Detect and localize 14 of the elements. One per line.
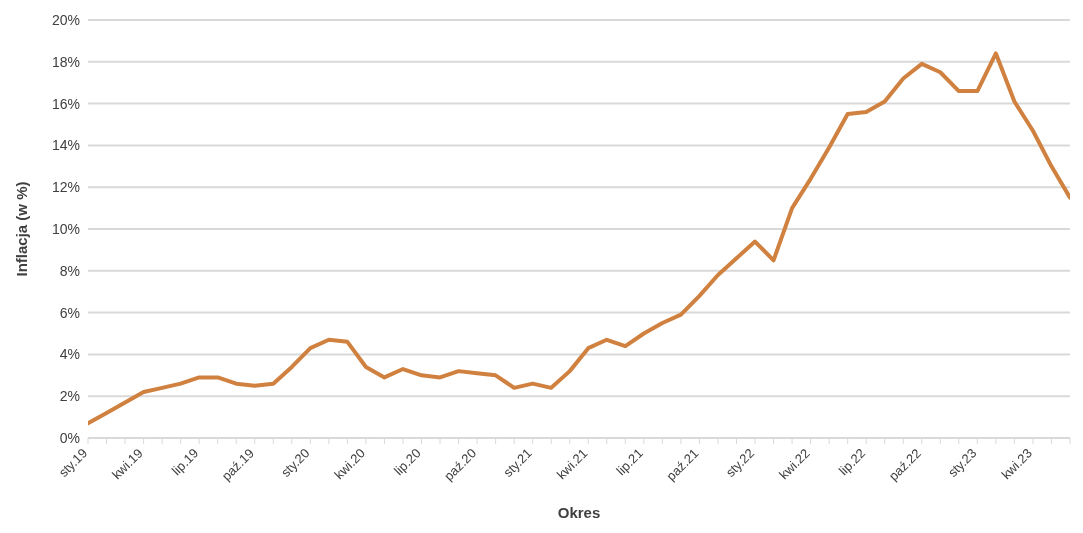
y-axis-title: Inflacja (w %) [13,181,31,277]
y-tick-label: 0% [59,429,80,446]
x-axis-title: Okres [557,504,601,521]
y-tick-label: 8% [59,262,80,279]
y-tick-label: 12% [51,179,80,196]
line-series [88,51,1070,426]
y-tick-label: 18% [51,53,80,70]
y-tick-label: 16% [51,95,80,112]
y-tick-label: 10% [51,220,80,237]
y-tick-label: 6% [59,304,80,321]
y-tick-label: 2% [59,388,80,405]
y-tick-label: 4% [59,346,80,363]
y-tick-label: 14% [51,137,80,154]
y-tick-label: 20% [51,11,80,28]
